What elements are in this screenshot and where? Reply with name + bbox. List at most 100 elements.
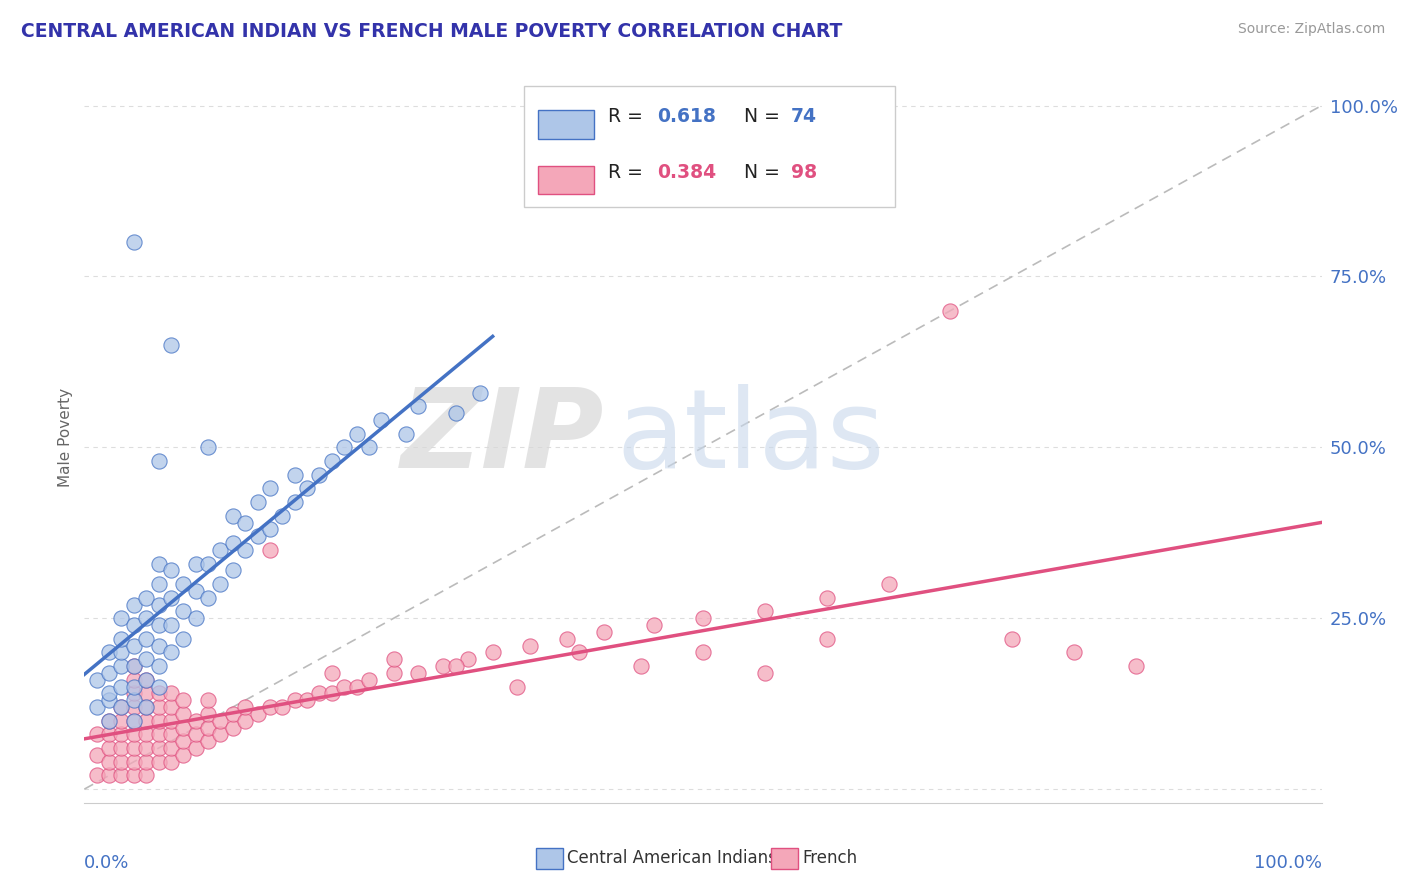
Text: Central American Indians: Central American Indians — [567, 848, 776, 867]
Point — [1125, 659, 1147, 673]
Point — [148, 598, 170, 612]
Point — [457, 652, 479, 666]
Point — [148, 714, 170, 728]
Point — [160, 563, 183, 577]
Point — [135, 727, 157, 741]
Point — [110, 611, 132, 625]
Point — [160, 338, 183, 352]
Point — [197, 734, 219, 748]
Point — [346, 426, 368, 441]
Point — [754, 604, 776, 618]
Point — [172, 734, 194, 748]
Point — [643, 618, 665, 632]
Point — [233, 516, 256, 530]
Point — [209, 714, 232, 728]
Point — [160, 591, 183, 605]
Point — [135, 741, 157, 756]
Text: N =: N = — [744, 163, 786, 182]
Y-axis label: Male Poverty: Male Poverty — [58, 387, 73, 487]
Point — [160, 645, 183, 659]
Point — [148, 454, 170, 468]
Point — [122, 659, 145, 673]
Point — [259, 481, 281, 495]
Point — [122, 659, 145, 673]
Point — [233, 542, 256, 557]
Point — [184, 557, 207, 571]
Point — [593, 624, 616, 639]
Point — [172, 632, 194, 646]
Point — [877, 577, 900, 591]
Point — [122, 755, 145, 769]
Point — [160, 727, 183, 741]
Point — [98, 755, 121, 769]
Point — [184, 714, 207, 728]
Point — [135, 686, 157, 700]
Point — [815, 632, 838, 646]
Point — [110, 632, 132, 646]
Text: 74: 74 — [790, 107, 817, 126]
Point — [370, 413, 392, 427]
Point — [246, 706, 269, 721]
Point — [233, 700, 256, 714]
Point — [110, 768, 132, 782]
Point — [110, 700, 132, 714]
Point — [148, 577, 170, 591]
Point — [122, 693, 145, 707]
Point — [98, 645, 121, 659]
Point — [110, 755, 132, 769]
Point — [86, 727, 108, 741]
Point — [408, 400, 430, 414]
Point — [98, 665, 121, 680]
Point — [1063, 645, 1085, 659]
Point — [222, 563, 245, 577]
Point — [222, 536, 245, 550]
Point — [98, 714, 121, 728]
Point — [284, 693, 307, 707]
FancyBboxPatch shape — [538, 110, 595, 138]
Point — [197, 706, 219, 721]
Point — [308, 686, 330, 700]
Point — [357, 673, 380, 687]
Point — [110, 659, 132, 673]
Point — [939, 303, 962, 318]
Point — [222, 706, 245, 721]
Point — [284, 467, 307, 482]
Point — [122, 235, 145, 250]
Point — [506, 680, 529, 694]
Point — [135, 700, 157, 714]
Point — [98, 768, 121, 782]
Text: 100.0%: 100.0% — [1254, 854, 1322, 872]
Point — [259, 522, 281, 536]
Point — [432, 659, 454, 673]
Point — [135, 673, 157, 687]
Point — [284, 495, 307, 509]
Point — [172, 693, 194, 707]
Point — [135, 700, 157, 714]
Point — [122, 714, 145, 728]
Point — [135, 632, 157, 646]
Point — [408, 665, 430, 680]
Point — [568, 645, 591, 659]
Point — [122, 700, 145, 714]
Point — [160, 618, 183, 632]
Text: 0.618: 0.618 — [657, 107, 716, 126]
Point — [110, 645, 132, 659]
Point — [160, 755, 183, 769]
Point — [135, 755, 157, 769]
Point — [110, 741, 132, 756]
Point — [135, 591, 157, 605]
Point — [172, 604, 194, 618]
Point — [184, 611, 207, 625]
Point — [308, 467, 330, 482]
Point — [172, 747, 194, 762]
Point — [630, 659, 652, 673]
Point — [295, 481, 318, 495]
FancyBboxPatch shape — [523, 86, 894, 207]
Point — [209, 727, 232, 741]
Point — [209, 542, 232, 557]
Point — [246, 529, 269, 543]
Point — [110, 680, 132, 694]
Point — [135, 768, 157, 782]
Text: CENTRAL AMERICAN INDIAN VS FRENCH MALE POVERTY CORRELATION CHART: CENTRAL AMERICAN INDIAN VS FRENCH MALE P… — [21, 22, 842, 41]
FancyBboxPatch shape — [770, 848, 799, 869]
